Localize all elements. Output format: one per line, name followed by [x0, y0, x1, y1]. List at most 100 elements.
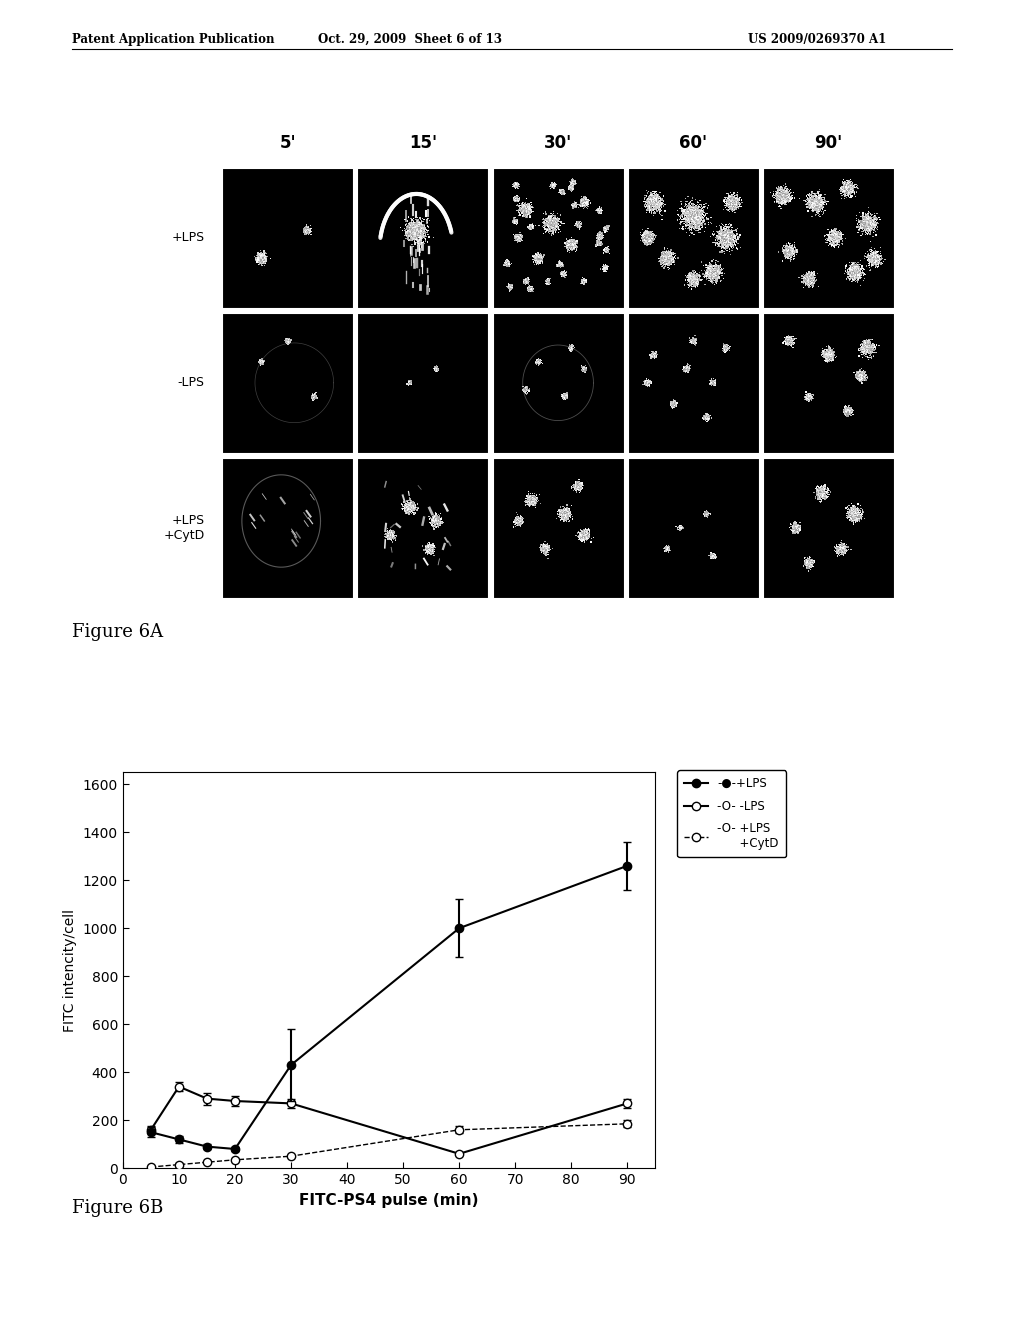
Point: [422, 540, 438, 561]
Point: [507, 176, 523, 197]
Point: [804, 193, 820, 214]
Point: [714, 227, 730, 248]
Point: [564, 231, 581, 252]
Point: [701, 261, 718, 282]
Point: [508, 173, 524, 194]
Point: [596, 257, 612, 279]
Point: [842, 500, 858, 521]
Point: [859, 214, 876, 235]
Point: [689, 213, 706, 234]
Point: [702, 264, 719, 285]
Point: [657, 243, 674, 264]
Point: [863, 248, 880, 269]
Point: [681, 201, 697, 222]
Point: [574, 272, 591, 293]
Point: [417, 540, 433, 561]
Point: [382, 524, 398, 545]
Point: [515, 195, 531, 216]
Point: [706, 256, 722, 277]
Point: [571, 477, 588, 498]
Point: [500, 252, 516, 273]
Point: [837, 537, 853, 558]
Point: [799, 550, 815, 572]
Point: [864, 339, 881, 360]
Point: [681, 214, 697, 235]
Point: [796, 265, 812, 286]
Point: [591, 230, 607, 251]
Point: [426, 508, 442, 529]
Point: [560, 504, 577, 525]
Point: [814, 486, 830, 507]
Point: [574, 355, 591, 376]
Point: [644, 224, 660, 246]
Point: [522, 216, 539, 238]
Point: [510, 227, 526, 248]
Point: [563, 235, 580, 256]
Point: [544, 176, 560, 197]
Point: [818, 343, 835, 364]
Point: [774, 189, 791, 210]
Point: [570, 214, 587, 235]
Point: [538, 211, 554, 232]
Point: [780, 182, 797, 203]
Point: [847, 257, 863, 279]
Point: [579, 193, 595, 214]
Point: [401, 494, 418, 515]
Point: [723, 232, 739, 253]
Point: [798, 267, 814, 288]
Point: [802, 552, 818, 573]
Point: [408, 224, 424, 246]
Point: [842, 403, 858, 424]
Point: [298, 219, 314, 240]
Point: [684, 206, 700, 227]
Point: [513, 508, 529, 529]
Point: [643, 190, 659, 211]
Point: [573, 523, 590, 544]
Point: [802, 384, 818, 405]
Point: [640, 371, 656, 392]
Point: [689, 269, 706, 290]
Point: [553, 182, 569, 203]
Point: [406, 224, 422, 246]
Point: [689, 267, 706, 288]
Point: [420, 540, 436, 561]
Point: [644, 224, 660, 246]
Point: [563, 236, 580, 257]
Point: [305, 387, 322, 408]
Point: [697, 407, 714, 428]
Point: [701, 263, 718, 284]
Point: [688, 209, 705, 230]
Point: [700, 264, 717, 285]
Point: [415, 218, 431, 239]
Point: [811, 488, 827, 510]
Point: [810, 190, 826, 211]
Point: [721, 189, 737, 210]
Point: [708, 548, 724, 569]
Point: [592, 228, 608, 249]
Point: [523, 491, 540, 512]
Point: [542, 216, 558, 238]
Point: [727, 187, 743, 209]
Point: [779, 187, 796, 209]
Point: [849, 261, 865, 282]
Point: [564, 170, 581, 191]
Point: [788, 520, 805, 541]
Point: [399, 494, 416, 515]
Point: [732, 236, 749, 257]
Point: [841, 180, 857, 201]
Point: [595, 224, 611, 246]
Point: [835, 539, 851, 560]
Point: [678, 358, 694, 379]
Point: [530, 249, 547, 271]
Point: [685, 331, 701, 352]
Point: [785, 519, 802, 540]
Point: [521, 486, 538, 507]
Point: [852, 506, 868, 527]
Point: [682, 213, 698, 234]
Point: [707, 263, 723, 284]
Point: [635, 224, 651, 246]
Point: [778, 329, 795, 350]
Point: [640, 224, 656, 246]
Point: [860, 337, 877, 358]
Point: [588, 235, 604, 256]
